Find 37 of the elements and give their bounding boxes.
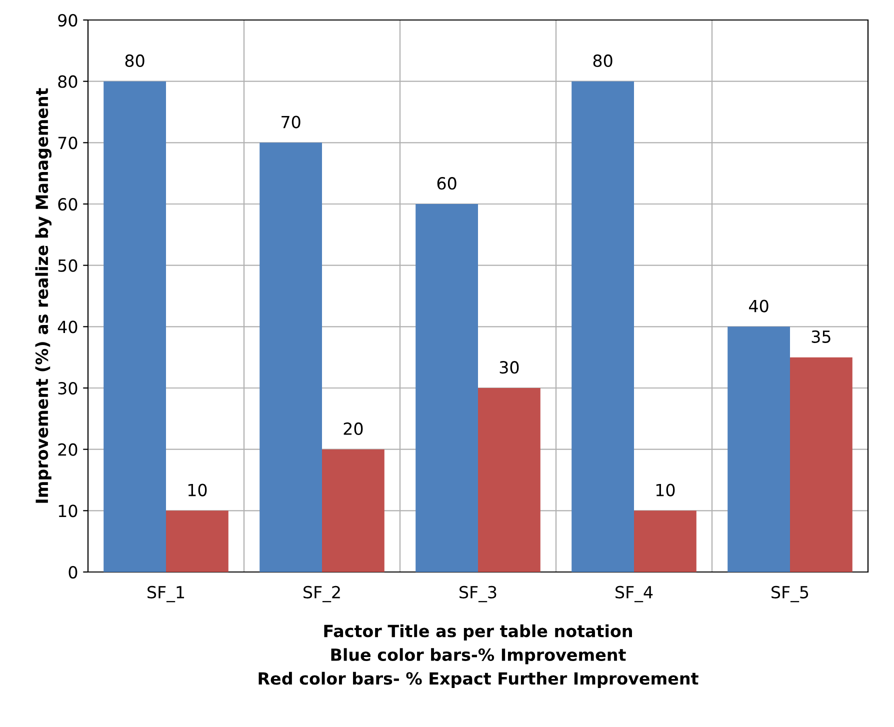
x-tick-label: SF_2 — [304, 586, 340, 602]
x-axis-title: Factor Title as per table notation Blue color bars-% Improvement Red color bars- % Expact Further Improvement — [258, 624, 698, 688]
y-tick-label: 80 — [58, 75, 78, 88]
bar — [166, 510, 228, 572]
bar — [322, 449, 384, 572]
bar — [790, 357, 852, 572]
y-tick-label: 30 — [58, 382, 78, 395]
x-tick-label: SF_1 — [148, 586, 184, 602]
data-label: 80 — [125, 54, 144, 67]
bar — [104, 81, 166, 572]
data-label: 10 — [188, 484, 207, 496]
y-tick-label: 0 — [68, 566, 78, 579]
data-label: 60 — [437, 177, 456, 190]
y-tick-label: 20 — [58, 443, 78, 456]
x-tick-label: SF_3 — [460, 586, 496, 602]
data-label: 70 — [282, 116, 300, 128]
y-tick-label: 50 — [58, 259, 78, 272]
y-tick-label: 10 — [58, 504, 78, 518]
data-label: 10 — [656, 484, 675, 496]
bar — [416, 204, 478, 572]
bar — [260, 142, 322, 572]
y-tick-label: 70 — [58, 136, 78, 150]
y-tick-label: 90 — [58, 14, 78, 27]
data-label: 35 — [812, 330, 830, 343]
data-label: 20 — [344, 422, 363, 435]
data-label: 80 — [593, 54, 612, 67]
bar — [572, 81, 634, 572]
bar — [478, 388, 540, 572]
y-axis-title: Improvement (%) as realize by Management — [35, 88, 52, 503]
data-label: 40 — [749, 300, 768, 312]
data-label: 30 — [500, 361, 519, 374]
y-tick-label: 60 — [58, 198, 78, 211]
x-tick-label: SF_5 — [772, 586, 808, 602]
bar — [728, 326, 790, 572]
bar — [634, 510, 696, 572]
y-tick-label: 40 — [58, 320, 78, 334]
x-tick-label: SF_4 — [616, 586, 653, 602]
